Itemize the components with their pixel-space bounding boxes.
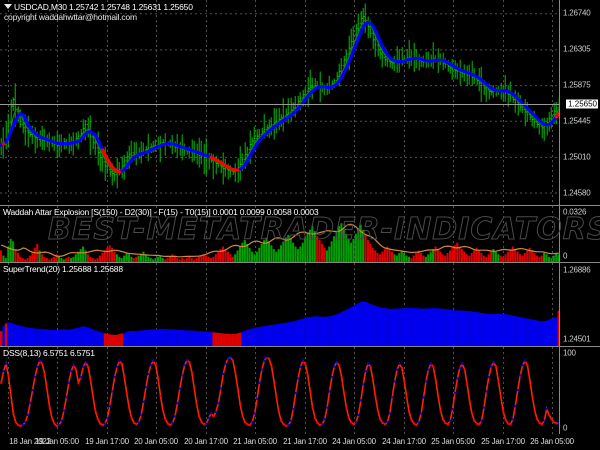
time-axis-label: 19 Jan 17:00 — [85, 437, 129, 446]
dss-axis[interactable]: 100 0 — [560, 347, 600, 434]
waddah-axis[interactable]: 0.0326 0 — [560, 206, 600, 262]
waddah-plot-area[interactable] — [0, 206, 560, 262]
price-plot-area[interactable] — [0, 0, 560, 205]
supertrend-plot-area[interactable] — [0, 263, 560, 346]
axis-tick: 100 — [563, 348, 576, 358]
axis-tick: 1.25445 — [563, 116, 591, 126]
current-price-badge: 1.25650 — [565, 98, 599, 110]
time-axis-label: 21 Jan 05:00 — [233, 437, 277, 446]
waddah-label: Waddah Attar Explosion [S(150) - D2(30)]… — [3, 207, 319, 217]
axis-tick: 0 — [563, 251, 568, 261]
supertrend-axis[interactable]: 1.26886 1.24501 — [560, 263, 600, 346]
waddah-attar-explosion-panel[interactable]: 0.0326 0 Waddah Attar Explosion [S(150) -… — [0, 206, 600, 262]
supertrend-axis-divider — [559, 263, 560, 346]
time-axis-label: 25 Jan 05:00 — [431, 437, 475, 446]
time-axis-label: 21 Jan 17:00 — [283, 437, 327, 446]
time-axis-label: 26 Jan 05:00 — [530, 437, 574, 446]
time-axis-label: 20 Jan 17:00 — [184, 437, 228, 446]
axis-tick: 1.26740 — [563, 8, 591, 18]
axis-tick: 0 — [563, 423, 568, 433]
dss-plot-area[interactable] — [0, 347, 560, 434]
time-axis-label: 24 Jan 17:00 — [382, 437, 426, 446]
copyright-label: copyright waddahwttar@hotmail.com — [4, 12, 137, 22]
price-chart-panel[interactable]: 1.26740 1.26305 1.25875 1.25445 1.25010 1.245… — [0, 0, 600, 205]
panel-divider-3 — [0, 346, 600, 347]
axis-tick: 1.26305 — [563, 44, 591, 54]
time-axis-label: 19 Jan 05:00 — [35, 437, 79, 446]
time-axis-label: 24 Jan 05:00 — [332, 437, 376, 446]
dss-label: DSS(8,13) 6.5751 6.5751 — [3, 348, 95, 358]
axis-tick: 1.24580 — [563, 188, 591, 198]
dss-axis-divider — [559, 347, 560, 434]
axis-tick: 1.25875 — [563, 80, 591, 90]
axis-tick: 1.25010 — [563, 152, 591, 162]
axis-tick: 1.24501 — [563, 334, 591, 344]
panel-divider-2 — [0, 262, 600, 263]
time-axis-label: 18 Jan 2022 — [9, 437, 51, 446]
time-axis[interactable]: 18 Jan 2022 19 Jan 05:00 19 Jan 17:00 20 Ja… — [0, 434, 600, 450]
time-axis-label: 25 Jan 17:00 — [481, 437, 525, 446]
axis-tick: 1.26886 — [563, 265, 591, 275]
current-price-line — [0, 103, 560, 105]
dss-panel[interactable]: 100 0 DSS(8,13) 6.5751 6.5751 — [0, 347, 600, 434]
supertrend-panel[interactable]: 1.26886 1.24501 SuperTrend(20) 1.25688 1.… — [0, 263, 600, 346]
price-axis-divider — [559, 0, 560, 205]
axis-tick: 0.0326 — [563, 207, 587, 217]
triangle-down-icon[interactable] — [4, 4, 12, 9]
waddah-axis-divider — [559, 206, 560, 262]
price-axis[interactable]: 1.26740 1.26305 1.25875 1.25445 1.25010 1.245… — [560, 0, 600, 205]
time-axis-label: 20 Jan 05:00 — [134, 437, 178, 446]
supertrend-label: SuperTrend(20) 1.25688 1.25688 — [3, 264, 123, 274]
symbol-period-label: USDCAD,M30 1.25742 1.25748 1.25631 1.256… — [14, 2, 193, 12]
panel-divider-1 — [0, 205, 600, 206]
